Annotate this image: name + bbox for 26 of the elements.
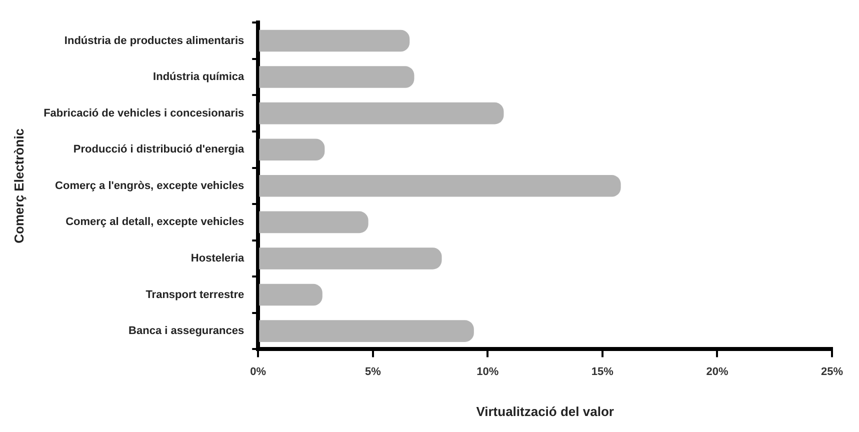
bar <box>259 175 621 197</box>
y-tick-label: Comerç al detall, excepte vehicles <box>66 216 244 228</box>
x-tick-label: 5% <box>364 366 382 378</box>
x-tick-label: 15% <box>591 366 614 378</box>
x-tick-label: 10% <box>476 366 499 378</box>
bar <box>259 320 474 342</box>
y-tick-label: Producció i distribució d'energia <box>73 144 246 156</box>
bar <box>259 211 368 234</box>
y-tick-label: Indústria química <box>153 71 246 84</box>
bar <box>259 102 504 124</box>
bar <box>259 284 322 306</box>
y-tick-label: Transport terrestre <box>146 288 244 301</box>
bar <box>259 66 414 88</box>
y-tick-label: Banca i assegurances <box>128 325 244 338</box>
x-tick-label: 25% <box>820 366 844 378</box>
y-tick-label: Hosteleria <box>190 252 246 265</box>
bar <box>259 30 410 52</box>
x-tick-label: 20% <box>706 366 728 378</box>
bar <box>259 138 325 160</box>
y-tick-label: Comerç a l'engròs, excepte vehicles <box>55 180 244 192</box>
bar <box>259 248 442 270</box>
y-tick-label: Indústria de productes alimentaris <box>64 34 244 47</box>
y-tick-label: Fabricació de vehicles i concesionaris <box>44 107 244 120</box>
x-axis-title: Virtualització del valor <box>476 404 614 419</box>
x-tick-label: 0% <box>250 366 266 378</box>
y-axis-title: Comerç Electrònic <box>11 128 26 244</box>
